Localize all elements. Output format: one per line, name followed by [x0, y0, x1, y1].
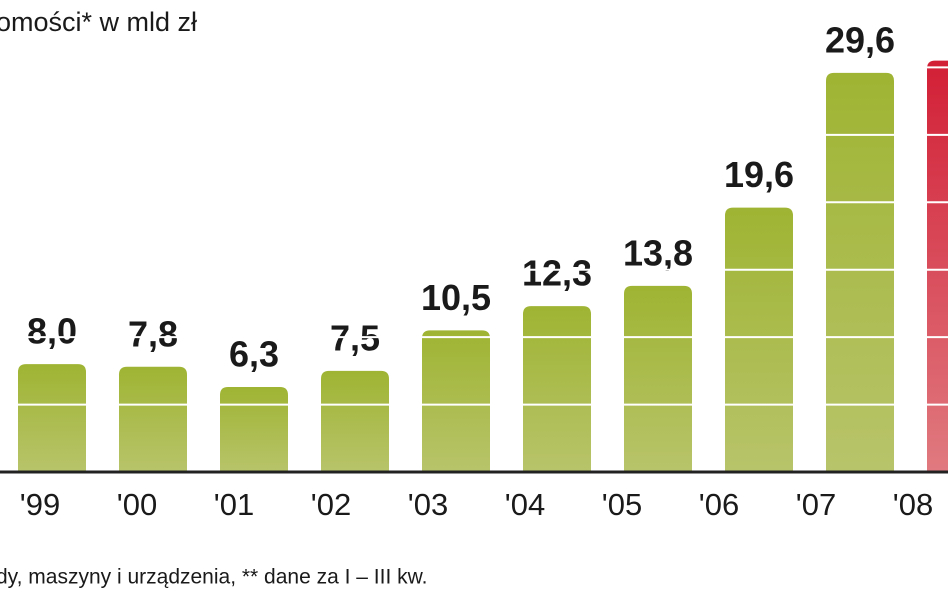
- chart-title: omości* w mld zł: [0, 7, 197, 37]
- value-label: 7,8: [128, 313, 178, 354]
- bar: [18, 364, 86, 472]
- bar: [321, 370, 389, 472]
- x-tick-label: '08: [893, 487, 933, 522]
- x-tick-label: '07: [796, 487, 836, 522]
- x-tick-label: '05: [602, 487, 642, 522]
- bar: [826, 72, 894, 472]
- value-label: 8,0: [27, 311, 77, 352]
- value-label: 29,6: [825, 19, 895, 60]
- x-tick-label: '00: [117, 487, 157, 522]
- bar: [422, 330, 490, 472]
- x-tick-label: '02: [311, 487, 351, 522]
- bar: [624, 285, 692, 472]
- bar: [725, 207, 793, 472]
- value-label: 10,5: [421, 277, 491, 318]
- x-tick-label: '06: [699, 487, 739, 522]
- x-tick-label: '01: [214, 487, 254, 522]
- bar: [119, 366, 187, 472]
- bar: [927, 60, 948, 472]
- x-tick-label: '03: [408, 487, 448, 522]
- value-label: 12,3: [522, 253, 592, 294]
- bar: [523, 306, 591, 472]
- footnote: dy, maszyny i urządzenia, ** dane za I –…: [0, 566, 427, 589]
- value-label: 6,3: [229, 334, 279, 375]
- x-tick-label: '04: [505, 487, 545, 522]
- bar: [220, 387, 288, 472]
- x-tick-label: '99: [20, 487, 60, 522]
- value-label: 13,8: [623, 232, 693, 273]
- value-label: 19,6: [724, 154, 794, 195]
